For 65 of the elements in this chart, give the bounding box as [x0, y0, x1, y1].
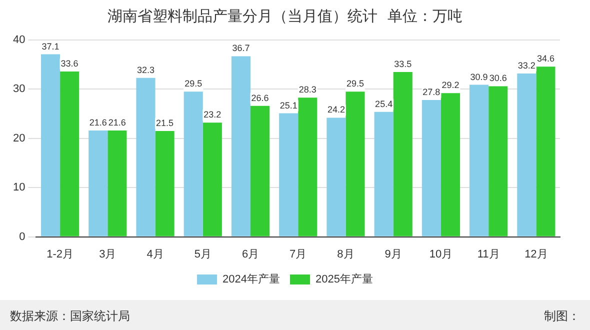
data-label: 29.2 [442, 80, 460, 90]
data-label: 32.3 [136, 64, 155, 75]
data-label: 29.5 [184, 78, 202, 89]
data-label: 33.6 [60, 58, 78, 68]
x-tick-label: 12月 [524, 248, 548, 260]
data-label: 30.6 [489, 73, 507, 84]
legend-label: 2025年产量 [316, 272, 373, 286]
text: 制图： [544, 308, 580, 325]
x-tick-label: 4月 [146, 248, 164, 260]
x-tick-label: 1-2月 [46, 248, 74, 260]
y-tick-label: 20 [12, 132, 26, 144]
data-label: 25.4 [375, 98, 393, 109]
x-tick-label: 7月 [290, 248, 307, 260]
data-label: 26.6 [251, 92, 269, 103]
data-label: 30.9 [470, 72, 488, 82]
bar [279, 113, 298, 236]
bar [60, 71, 80, 236]
data-label: 36.7 [232, 43, 250, 54]
y-tick-label: 40 [12, 34, 26, 46]
bar [136, 78, 156, 236]
x-tick-label: 8月 [337, 248, 354, 260]
bar [40, 54, 60, 236]
x-tick-label: 3月 [99, 248, 116, 260]
bar [536, 66, 556, 236]
x-tick-label: 11月 [477, 248, 500, 260]
bar [393, 72, 412, 236]
data-label: 28.3 [298, 84, 316, 95]
data-label: 37.1 [42, 41, 60, 52]
data-label: 34.6 [536, 54, 554, 64]
bar [88, 130, 108, 236]
chart-title: 湖南省塑料制品产量分月（当月值）统计 单位：万吨 [108, 6, 462, 25]
y-tick-label: 10 [12, 182, 26, 194]
bar [422, 100, 441, 236]
bar [374, 112, 394, 236]
data-label: 21.5 [156, 118, 174, 128]
x-tick-label: 5月 [194, 248, 212, 260]
bar [250, 106, 270, 236]
bar [517, 73, 536, 236]
bar [155, 131, 174, 236]
x-tick-label: 6月 [242, 248, 260, 260]
data-label: 21.6 [89, 118, 107, 128]
bar [298, 98, 318, 236]
bar [108, 130, 127, 236]
y-tick-label: 0 [19, 230, 26, 243]
bar [346, 92, 365, 236]
bar [488, 86, 508, 236]
x-tick-label: 9月 [384, 248, 402, 260]
bar [470, 84, 489, 236]
data-label: 23.2 [204, 110, 222, 120]
data-label: 33.2 [518, 60, 536, 70]
data-label: 27.8 [422, 87, 440, 98]
data-label: 21.6 [108, 118, 126, 128]
bar [231, 56, 251, 236]
data-label: 29.5 [346, 78, 364, 89]
data-label: 24.2 [327, 104, 345, 115]
source-note: 数据来源：国家统计局 [10, 308, 130, 325]
bar [202, 122, 222, 236]
y-tick-label: 30 [12, 83, 26, 96]
legend-label: 2024年产量 [222, 272, 280, 286]
data-label: 25.1 [280, 100, 298, 110]
bar [184, 92, 203, 236]
x-tick-label: 10月 [429, 248, 453, 260]
bar [326, 118, 346, 236]
data-label: 33.5 [394, 58, 412, 69]
bar [440, 93, 460, 236]
